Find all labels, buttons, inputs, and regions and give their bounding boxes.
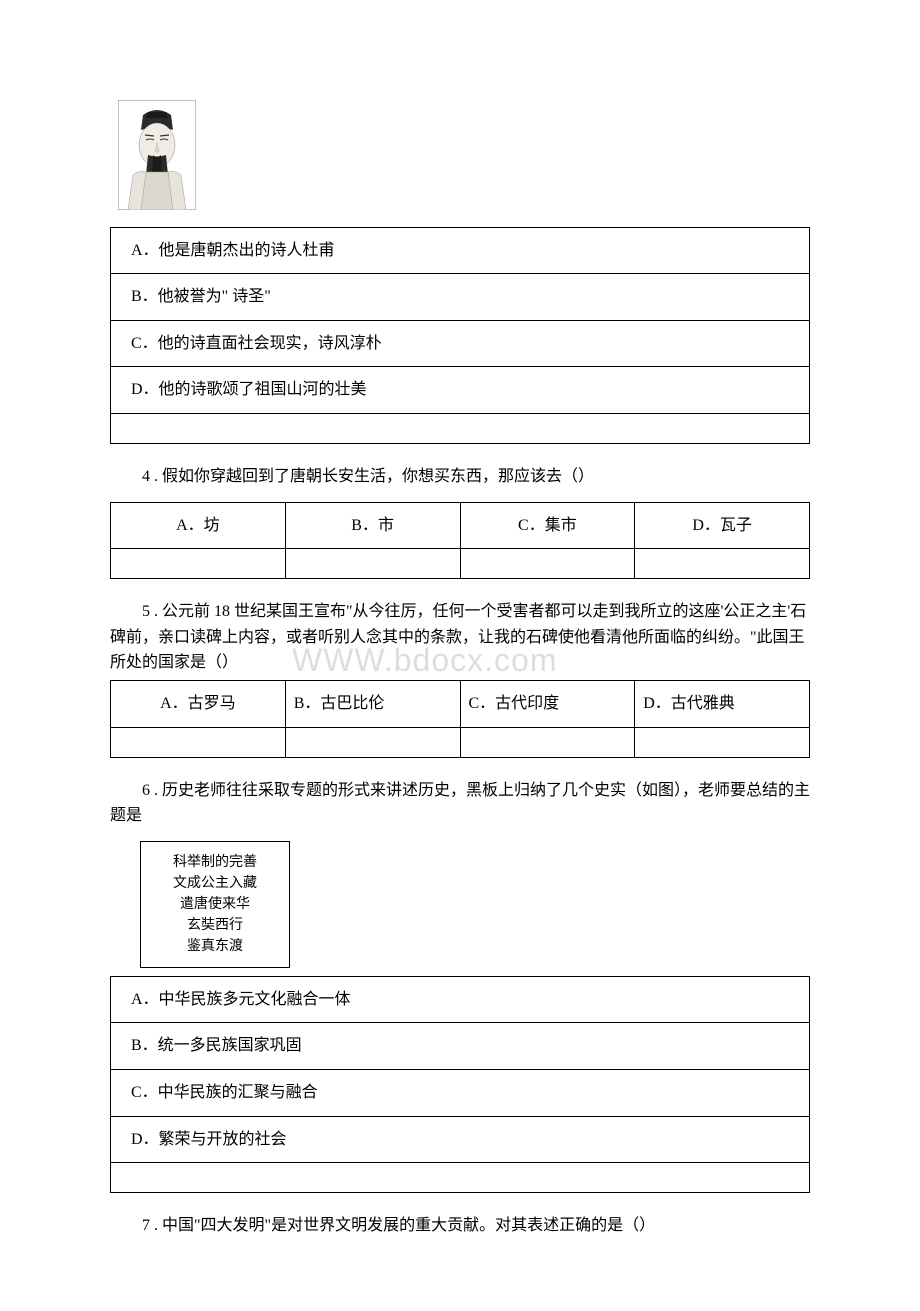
q4-option-d: D．瓦子 bbox=[635, 502, 810, 549]
q5-empty-a bbox=[111, 727, 286, 757]
q4-option-c: C．集市 bbox=[460, 502, 635, 549]
q3-option-d: D．他的诗歌颂了祖国山河的壮美 bbox=[111, 367, 810, 414]
q5-options-table: A．古罗马 B．古巴比伦 C．古代印度 D．古代雅典 bbox=[110, 680, 810, 758]
q4-empty-c bbox=[460, 549, 635, 579]
q4-option-a: A．坊 bbox=[111, 502, 286, 549]
portrait-svg bbox=[118, 100, 196, 210]
q5-empty-d bbox=[635, 727, 810, 757]
q6-options-table: A．中华民族多元文化融合一体 B．统一多民族国家巩固 C．中华民族的汇聚与融合 … bbox=[110, 976, 810, 1193]
q5-option-b: B．古巴比伦 bbox=[285, 680, 460, 727]
blackboard-line-5: 鉴真东渡 bbox=[149, 936, 281, 957]
q5-text: 5 . 公元前 18 世纪某国王宣布"从今往厉，任何一个受害者都可以走到我所立的… bbox=[110, 599, 810, 676]
q6-blackboard: 科举制的完善 文成公主入藏 遣唐使来华 玄奘西行 鉴真东渡 bbox=[140, 841, 290, 968]
blackboard-line-3: 遣唐使来华 bbox=[149, 894, 281, 915]
q4-option-b: B．市 bbox=[285, 502, 460, 549]
q6-text: 6 . 历史老师往往采取专题的形式来讲述历史，黑板上归纳了几个史实（如图），老师… bbox=[110, 778, 810, 829]
q4-empty-a bbox=[111, 549, 286, 579]
q4-text: 4 . 假如你穿越回到了唐朝长安生活，你想买东西，那应该去（） bbox=[110, 464, 810, 490]
q4-empty-d bbox=[635, 549, 810, 579]
q5-empty-c bbox=[460, 727, 635, 757]
q5-empty-b bbox=[285, 727, 460, 757]
q5-option-c: C．古代印度 bbox=[460, 680, 635, 727]
q3-option-b: B．他被誉为" 诗圣" bbox=[111, 274, 810, 321]
q3-options-table: A．他是唐朝杰出的诗人杜甫 B．他被誉为" 诗圣" C．他的诗直面社会现实，诗风… bbox=[110, 227, 810, 444]
blackboard-line-1: 科举制的完善 bbox=[149, 852, 281, 873]
poet-portrait bbox=[110, 100, 810, 227]
q3-option-c: C．他的诗直面社会现实，诗风淳朴 bbox=[111, 320, 810, 367]
q5-option-d: D．古代雅典 bbox=[635, 680, 810, 727]
q6-empty-row bbox=[111, 1163, 810, 1193]
q7-text: 7 . 中国"四大发明"是对世界文明发展的重大贡献。对其表述正确的是（） bbox=[110, 1213, 810, 1239]
q6-option-a: A．中华民族多元文化融合一体 bbox=[111, 976, 810, 1023]
q3-empty-row bbox=[111, 413, 810, 443]
blackboard-line-4: 玄奘西行 bbox=[149, 915, 281, 936]
q4-empty-b bbox=[285, 549, 460, 579]
q4-options-table: A．坊 B．市 C．集市 D．瓦子 bbox=[110, 502, 810, 580]
q6-option-b: B．统一多民族国家巩固 bbox=[111, 1023, 810, 1070]
q6-option-d: D．繁荣与开放的社会 bbox=[111, 1116, 810, 1163]
q3-option-a: A．他是唐朝杰出的诗人杜甫 bbox=[111, 227, 810, 274]
q6-option-c: C．中华民族的汇聚与融合 bbox=[111, 1069, 810, 1116]
q5-text-content: 5 . 公元前 18 世纪某国王宣布"从今往厉，任何一个受害者都可以走到我所立的… bbox=[110, 603, 806, 671]
blackboard-line-2: 文成公主入藏 bbox=[149, 873, 281, 894]
q5-option-a: A．古罗马 bbox=[111, 680, 286, 727]
